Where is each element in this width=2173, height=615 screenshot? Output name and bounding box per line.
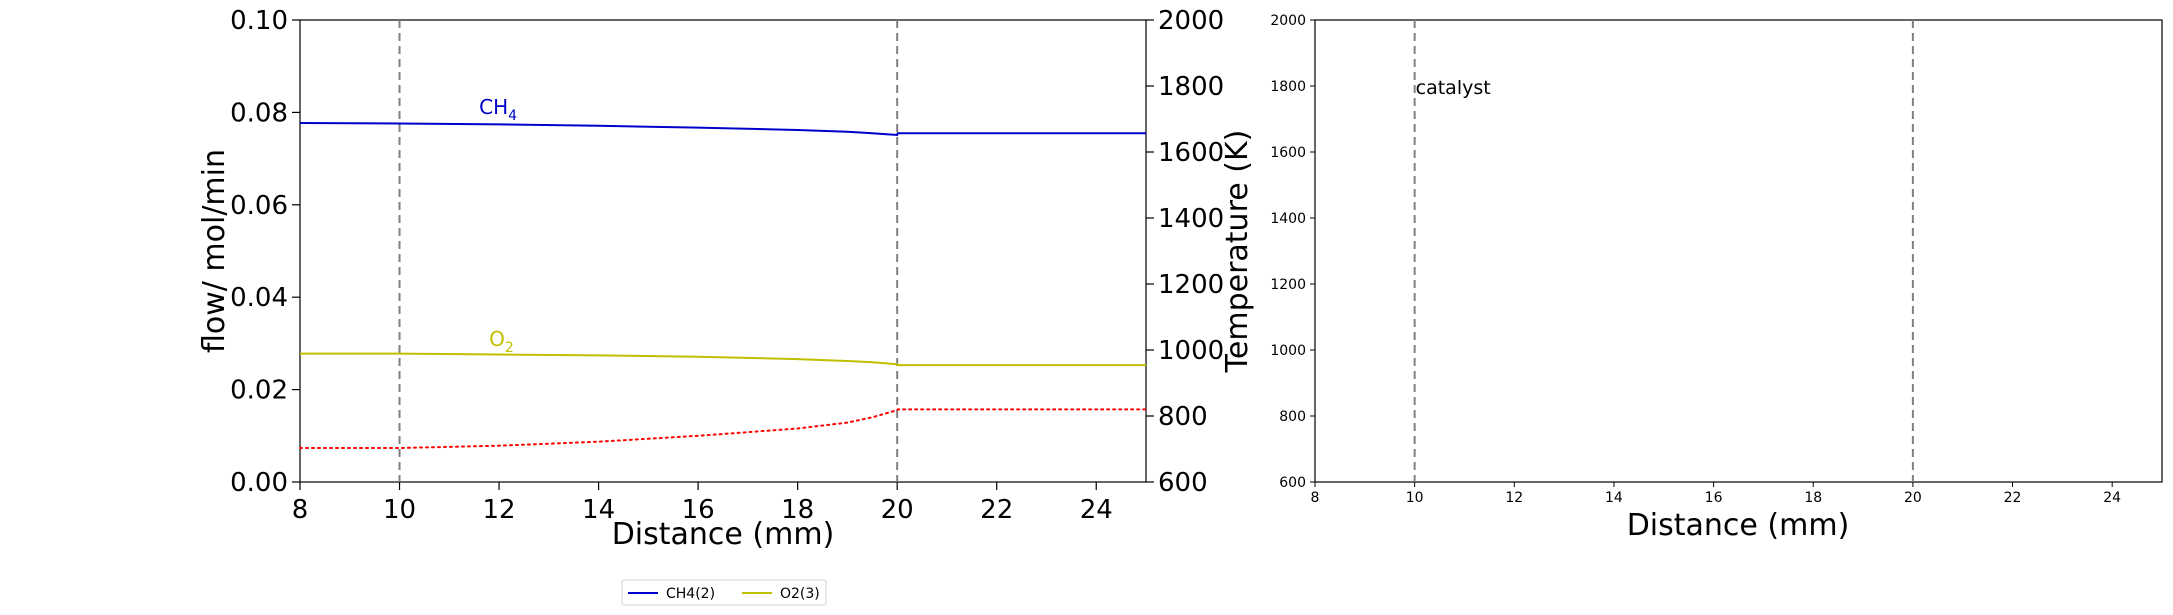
y-axis-ticks: 600 800 1000 1200 1400 1600 1800 2000 bbox=[1270, 13, 1315, 491]
y-tick-label: 0.04 bbox=[230, 283, 288, 313]
catalyst-boundary-lines bbox=[398, 20, 899, 482]
temperature-chart: 8 10 12 14 16 18 20 22 24 600 800 1000 1200 1400 1600… bbox=[1270, 13, 2163, 543]
x-tick-label: 20 bbox=[1904, 490, 1922, 506]
y-tick-label: 1200 bbox=[1270, 277, 1306, 293]
plot-frame-left bbox=[299, 19, 1147, 483]
series-line-o23 bbox=[300, 352, 1146, 367]
x-tick-label: 18 bbox=[781, 495, 814, 525]
legend-label: CH4(2) bbox=[666, 586, 715, 602]
y-tick-label: 0.00 bbox=[230, 468, 288, 498]
y-tick-label: 1600 bbox=[1270, 145, 1306, 161]
temperature-line bbox=[299, 408, 1147, 449]
legend-box bbox=[621, 579, 827, 606]
y2-tick-label: 2000 bbox=[1158, 6, 1224, 36]
y-tick-label: 1800 bbox=[1270, 79, 1306, 95]
catalyst-annotation: catalyst bbox=[1416, 77, 1491, 99]
y-tick-label: 0.02 bbox=[230, 376, 288, 406]
x-tick-label: 22 bbox=[2004, 490, 2022, 506]
x-tick-label: 16 bbox=[1705, 490, 1723, 506]
y2-tick-label: 800 bbox=[1158, 402, 1208, 432]
x-tick-label: 24 bbox=[2103, 490, 2121, 506]
species-label: O2 bbox=[489, 327, 514, 356]
x-tick-label: 16 bbox=[682, 495, 715, 525]
y-tick-label: 1400 bbox=[1270, 211, 1306, 227]
x-tick-label: 10 bbox=[383, 495, 416, 525]
y-tick-label: 0.10 bbox=[230, 6, 288, 36]
y-tick-label: 0.08 bbox=[230, 98, 288, 128]
y2-tick-label: 1800 bbox=[1158, 72, 1224, 102]
y2-tick-label: 1400 bbox=[1158, 204, 1224, 234]
flow-temperature-chart: CH4 O2 8 10 12 14 16 18 20 22 24 0.00 0.02 0.04 0.06… bbox=[197, 6, 1255, 606]
y2-tick-label: 1000 bbox=[1158, 336, 1224, 366]
series-lines bbox=[299, 122, 1147, 449]
y2-tick-label: 1600 bbox=[1158, 138, 1224, 168]
x-tick-label: 24 bbox=[1080, 495, 1113, 525]
catalyst-boundary-lines bbox=[1413, 20, 1914, 482]
x-tick-label: 14 bbox=[1605, 490, 1623, 506]
y2-tick-label: 600 bbox=[1158, 468, 1208, 498]
x-axis-label: Distance (mm) bbox=[1627, 508, 1850, 543]
y2-axis-ticks: 600 800 1000 1200 1400 1600 1800 2000 bbox=[1146, 6, 1224, 498]
y-tick-label: 600 bbox=[1279, 475, 1306, 491]
y-axis-ticks: 0.00 0.02 0.04 0.06 0.08 0.10 bbox=[230, 6, 300, 498]
y-tick-label: 2000 bbox=[1270, 13, 1306, 29]
y2-tick-label: 1200 bbox=[1158, 270, 1224, 300]
x-tick-label: 20 bbox=[881, 495, 914, 525]
x-axis-ticks: 8 10 12 14 16 18 20 22 24 bbox=[1311, 482, 2121, 506]
x-tick-label: 12 bbox=[1505, 490, 1523, 506]
x-axis-ticks: 8 10 12 14 16 18 20 22 24 bbox=[292, 482, 1113, 525]
x-tick-label: 8 bbox=[1311, 490, 1320, 506]
x-tick-label: 22 bbox=[980, 495, 1013, 525]
y-tick-label: 0.06 bbox=[230, 191, 288, 221]
y-tick-label: 1000 bbox=[1270, 343, 1306, 359]
x-tick-label: 12 bbox=[483, 495, 516, 525]
x-tick-label: 8 bbox=[292, 495, 309, 525]
x-axis-label: Distance (mm) bbox=[612, 517, 835, 552]
x-tick-label: 10 bbox=[1406, 490, 1424, 506]
species-label: CH4 bbox=[479, 95, 517, 124]
y-tick-label: 800 bbox=[1279, 409, 1306, 425]
legend-label: O2(3) bbox=[780, 586, 820, 602]
x-tick-label: 14 bbox=[582, 495, 615, 525]
species-labels: CH4 O2 bbox=[479, 95, 517, 356]
series-line-ch42 bbox=[299, 122, 1146, 137]
x-tick-label: 18 bbox=[1804, 490, 1822, 506]
legend: CH4(2) O2(3) bbox=[621, 579, 827, 606]
plot-frame-right bbox=[1314, 19, 2163, 483]
y-axis-label: flow/ mol/min bbox=[197, 149, 232, 353]
y2-axis-label: Temperature (K) bbox=[1220, 130, 1255, 374]
